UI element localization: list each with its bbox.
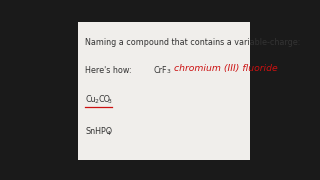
Text: 4: 4 bbox=[107, 131, 111, 136]
Text: chromium (III) fluoride: chromium (III) fluoride bbox=[174, 64, 278, 73]
Text: CO: CO bbox=[98, 95, 110, 104]
Text: SnHPO: SnHPO bbox=[85, 127, 112, 136]
Text: Naming a compound that contains a variable-charge:: Naming a compound that contains a variab… bbox=[85, 38, 301, 47]
Text: Cu: Cu bbox=[85, 95, 96, 104]
FancyBboxPatch shape bbox=[78, 22, 250, 160]
Text: CrF: CrF bbox=[154, 66, 167, 75]
Text: 2: 2 bbox=[95, 99, 99, 104]
Text: 3: 3 bbox=[167, 69, 170, 74]
Text: Here's how:: Here's how: bbox=[85, 66, 132, 75]
Text: 3: 3 bbox=[107, 99, 111, 104]
